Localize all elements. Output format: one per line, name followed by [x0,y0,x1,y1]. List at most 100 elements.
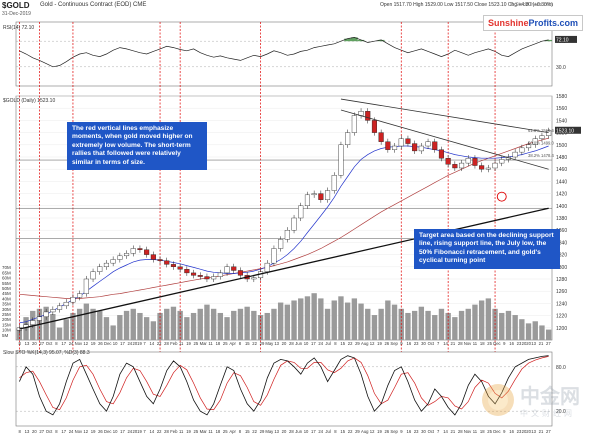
volume-bar [298,298,304,340]
x-axis-label: 10 [304,341,309,346]
price-candle [197,275,203,277]
x-axis-label: 25 [194,341,199,346]
price-candle [351,115,357,133]
volume-bar [264,312,270,340]
x-axis-label: Apr [229,429,236,434]
x-axis-label: 18 [480,341,485,346]
x-axis-label: Nov [464,429,472,434]
volume-bar [284,304,291,340]
x-axis-label: Aug [361,429,369,434]
brand-part-1: Sunshine [487,18,529,28]
volume-bar [110,325,116,340]
x-axis-label: 29 [355,429,360,434]
volume-tick-label: 45M [2,291,11,296]
x-axis-label: Sep [390,429,398,434]
stochastic-label: Slow STO %K(14,3) 95.07, %D(3) 88.3 [3,350,90,356]
price-candle [36,316,42,321]
volume-bar [204,304,210,340]
x-axis-label: 8 [18,341,21,346]
x-axis-label: 21 [539,429,544,434]
x-axis-label: 8 [334,429,337,434]
volume-tick-label: 70M [2,265,11,270]
volume-bar [478,300,485,340]
x-axis-label: 17 [120,429,125,434]
volume-bar [344,302,351,340]
x-axis-label: 30 [421,341,426,346]
volume-bar [177,310,183,340]
annotation-target-area: Target area based on the declining suppo… [414,229,560,269]
price-tick-label: 1500 [556,143,567,149]
x-axis-label: Dec [104,341,111,346]
x-axis-label: 18 [480,429,485,434]
x-axis-label: 11 [473,429,478,434]
x-axis-label: Mar [200,341,208,346]
price-candle [311,193,317,196]
x-axis-label: Oct [46,429,53,434]
volume-bar [391,304,398,340]
volume-bar [277,302,284,340]
target-area-circle [496,191,507,202]
price-candle [298,205,304,219]
x-axis-label: 11 [208,429,213,434]
x-axis-label: 26 [98,341,103,346]
x-axis-label: 24 [127,341,132,346]
volume-bar [532,321,538,340]
volume-bar [378,308,384,340]
brand-part-2: Profits.com [528,18,579,28]
x-axis-label: 21 [539,341,544,346]
x-axis-label: 23 [517,341,522,346]
price-candle [405,138,411,144]
x-axis-label: 8 [239,429,242,434]
x-axis-label: 8 [55,429,58,434]
x-axis-label: Apr [229,341,236,346]
x-axis-label: 29 [355,341,360,346]
price-candle [526,144,532,149]
x-axis-label: 9 [400,341,403,346]
price-tick-label: 1540 [556,118,567,124]
price-candle [77,293,83,298]
price-candle [425,141,431,147]
volume-tick-label: 65M [2,270,11,275]
x-axis-label: 10 [113,429,118,434]
x-axis-label: 16 [406,341,411,346]
volume-bar [224,317,230,340]
volume-bar [190,312,197,340]
stockcharts-credit: © StockCharts.com [510,2,554,8]
volume-bar [411,310,418,340]
volume-bar [197,308,203,340]
volume-bar [445,312,451,340]
volume-bar [63,319,69,340]
rsi-label: RSI(14) 72.10 [3,25,35,31]
x-axis-label: 15 [245,429,250,434]
x-axis-label: 28 [289,341,294,346]
x-axis-label: May [265,429,274,434]
x-axis-label: 15 [340,429,345,434]
x-axis-label: 29 [260,341,265,346]
price-candle [90,271,96,280]
volume-bar [123,310,130,340]
chart-date: 31-Dec-2019 [2,11,31,17]
x-axis-label: 25 [194,429,199,434]
volume-bar [130,308,136,340]
price-candle [438,149,444,159]
price-candle [251,277,257,280]
price-candle [231,266,237,271]
x-axis-label: Nov [75,341,83,346]
stochastic-panel: 80.0 20.0 [15,351,566,427]
volume-bar [70,312,76,340]
price-candle [284,229,290,240]
price-candle [459,162,465,169]
x-axis-label: 22 [348,341,353,346]
x-axis-label: 25 [487,341,492,346]
x-axis-label: Mar [200,429,208,434]
x-axis-label: 7 [437,429,440,434]
volume-bar [425,310,431,340]
x-axis-label: 26 [98,429,103,434]
price-candle [485,167,491,170]
price-candle [144,249,150,255]
x-axis-label: 20 [32,429,37,434]
volume-tick-label: 35M [2,302,11,307]
price-candle [124,253,130,257]
x-axis-label: 9 [503,341,506,346]
x-axis-label: 17 [311,429,316,434]
